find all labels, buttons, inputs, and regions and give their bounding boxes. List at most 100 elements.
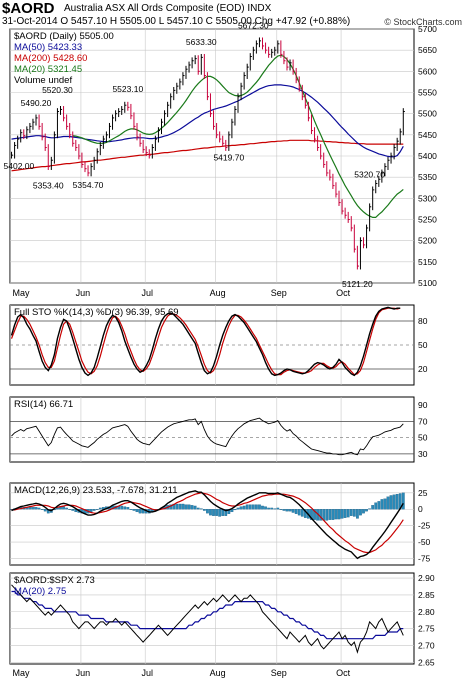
macd-histogram-bar bbox=[65, 507, 68, 510]
macd-histogram-bar bbox=[349, 509, 353, 516]
macd-histogram-bar bbox=[359, 509, 362, 516]
macd-histogram-bar bbox=[123, 506, 127, 510]
macd-histogram-bar bbox=[352, 509, 356, 517]
macd-histogram-bar bbox=[242, 505, 246, 510]
macd-histogram-bar bbox=[258, 504, 261, 510]
macd-signal-line bbox=[11, 492, 404, 554]
macd-histogram-bar bbox=[331, 509, 335, 520]
macd-histogram-bar bbox=[138, 509, 142, 514]
macd-histogram-bar bbox=[282, 509, 286, 511]
macd-histogram-bar bbox=[215, 509, 218, 516]
price-axis-tick: 5250 bbox=[418, 215, 437, 225]
macd-histogram-bar bbox=[187, 504, 191, 510]
price-annotation: 5354.70 bbox=[73, 180, 104, 190]
rsi-legend-entry: RSI(14) 66.71 bbox=[14, 399, 73, 410]
macd-histogram-bar bbox=[392, 494, 396, 510]
price-annotation: 5520.30 bbox=[42, 85, 73, 95]
panel-frame-ratio bbox=[9, 572, 415, 665]
stoch-axis-tick: 50 bbox=[418, 340, 428, 350]
month-label: Oct bbox=[336, 668, 351, 678]
ticker-symbol: $AORD bbox=[2, 0, 55, 17]
macd-histogram-bar bbox=[178, 503, 182, 510]
macd-histogram-bar bbox=[273, 508, 277, 510]
macd-histogram-bar bbox=[68, 509, 72, 510]
macd-axis-tick: -50 bbox=[418, 537, 431, 547]
macd-histogram-bar bbox=[199, 508, 203, 510]
price-annotation: 5523.10 bbox=[112, 84, 143, 94]
macd-histogram-bar bbox=[340, 509, 344, 519]
price-legend-entry: $AORD (Daily) 5505.00 bbox=[14, 31, 114, 42]
price-annotation: 5419.70 bbox=[213, 153, 244, 163]
index-description: Australia ASX All Ords Composite (EOD) I… bbox=[64, 3, 272, 14]
macd-histogram-bar bbox=[362, 509, 365, 514]
month-label: Jun bbox=[76, 668, 91, 678]
ratio-axis-tick: 2.80 bbox=[418, 607, 435, 617]
macd-histogram-bar bbox=[239, 506, 243, 510]
macd-histogram-bar bbox=[300, 509, 304, 517]
month-label: Aug bbox=[210, 668, 226, 678]
macd-axis-tick: -75 bbox=[418, 553, 431, 563]
macd-histogram-bar bbox=[31, 507, 35, 510]
ratio-ma20-line bbox=[11, 590, 404, 640]
panel-frame-rsi bbox=[9, 396, 415, 463]
macd-histogram-bar bbox=[264, 506, 267, 510]
price-annotation: 5633.30 bbox=[186, 37, 217, 47]
month-label: Jun bbox=[76, 288, 91, 298]
ratio-axis-tick: 2.85 bbox=[418, 590, 435, 600]
macd-histogram-bar bbox=[71, 509, 75, 511]
month-label: Sep bbox=[271, 288, 287, 298]
macd-histogram-bar bbox=[386, 496, 390, 510]
price-axis-tick: 5450 bbox=[418, 130, 437, 140]
month-label: Aug bbox=[210, 288, 226, 298]
month-label: May bbox=[13, 288, 31, 298]
price-annotation: 5121.20 bbox=[342, 279, 373, 289]
macd-histogram-bar bbox=[56, 507, 59, 510]
macd-histogram-bar bbox=[276, 507, 280, 510]
macd-histogram-bar bbox=[132, 509, 136, 511]
macd-histogram-bar bbox=[383, 498, 387, 510]
macd-histogram-bar bbox=[255, 504, 258, 510]
macd-histogram-bar bbox=[135, 509, 139, 513]
quote-line: 31-Oct-2014 O 5457.10 H 5505.00 L 5457.1… bbox=[2, 16, 351, 27]
macd-histogram-bar bbox=[95, 509, 99, 510]
stockcharts-watermark[interactable]: © StockCharts.com bbox=[384, 17, 462, 27]
ratio-legend-entry: $AORD:$SPX 2.73 bbox=[14, 575, 95, 586]
macd-histogram-bar bbox=[126, 507, 130, 510]
stoch-k-line bbox=[10, 306, 401, 377]
price-axis-tick: 5500 bbox=[418, 109, 437, 119]
macd-histogram-bar bbox=[395, 494, 399, 510]
macd-axis-tick: 0 bbox=[418, 504, 423, 514]
macd-histogram-bar bbox=[62, 506, 65, 510]
macd-histogram-bar bbox=[389, 495, 393, 510]
macd-histogram-bar bbox=[310, 509, 313, 520]
macd-histogram-bar bbox=[193, 505, 197, 510]
macd-histogram-bar bbox=[190, 505, 194, 510]
macd-histogram-bar bbox=[196, 507, 200, 510]
macd-histogram-bar bbox=[368, 508, 371, 510]
price-axis-tick: 5200 bbox=[418, 236, 437, 246]
macd-histogram-bar bbox=[184, 504, 188, 510]
macd-histogram-bar bbox=[343, 509, 347, 518]
macd-axis-tick: -25 bbox=[418, 521, 431, 531]
price-axis-tick: 5150 bbox=[418, 257, 437, 267]
stoch-axis-tick: 80 bbox=[418, 316, 428, 326]
macd-histogram-bar bbox=[374, 502, 378, 510]
price-axis-tick: 5400 bbox=[418, 151, 437, 161]
macd-histogram-bar bbox=[365, 509, 368, 512]
ratio-axis-tick: 2.90 bbox=[418, 573, 435, 583]
month-label: Jul bbox=[141, 668, 153, 678]
macd-histogram-bar bbox=[267, 507, 270, 510]
month-label: Jul bbox=[141, 288, 153, 298]
price-annotation: 5353.40 bbox=[33, 181, 64, 191]
macd-histogram-bar bbox=[356, 509, 359, 519]
macd-histogram-bar bbox=[206, 509, 209, 514]
rsi-axis-tick: 90 bbox=[418, 400, 428, 410]
macd-histogram-bar bbox=[245, 504, 249, 510]
price-axis-tick: 5700 bbox=[418, 24, 437, 34]
macd-histogram-bar bbox=[40, 509, 44, 510]
price-annotation: 5672.30 bbox=[238, 21, 269, 31]
macd-histogram-bar bbox=[175, 503, 179, 510]
price-legend-entry: MA(200) 5428.60 bbox=[14, 53, 87, 64]
macd-histogram-bar bbox=[279, 509, 283, 510]
